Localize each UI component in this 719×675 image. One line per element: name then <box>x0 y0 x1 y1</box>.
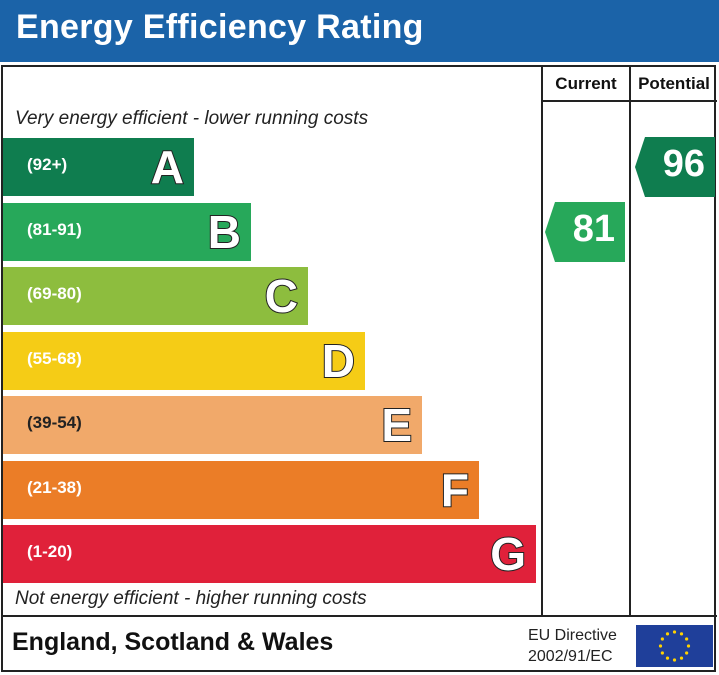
band-letter-label: D <box>321 334 356 388</box>
band-letter-label: E <box>380 398 413 452</box>
current-rating-marker: 81 <box>545 201 625 262</box>
band-range-label: (55-68) <box>27 348 82 368</box>
chart-frame <box>1 65 716 672</box>
directive-line-1: EU Directive <box>528 627 617 644</box>
band-a: (92+) A <box>3 138 194 196</box>
eu-star <box>685 637 689 641</box>
column-header-divider <box>541 100 717 102</box>
band-letter-label: A <box>150 140 185 194</box>
eu-star <box>679 632 684 636</box>
region-label: England, Scotland & Wales <box>12 628 334 656</box>
band-range-label: (21-38) <box>27 477 82 497</box>
directive-line-2: 2002/91/EC <box>528 648 613 665</box>
potential-rating-marker: 96 <box>635 137 715 197</box>
band-d: (55-68) D <box>3 331 365 390</box>
band-c: (69-80) C <box>3 267 308 325</box>
band-b: (81-91) B <box>3 202 251 261</box>
potential-arrow-fill <box>635 137 715 197</box>
band-letter-label: F <box>440 463 470 517</box>
divider-current <box>541 65 543 617</box>
column-header-potential: Potential <box>638 74 710 93</box>
band-range-label: (92+) <box>27 155 68 174</box>
band-range-label: (1-20) <box>27 542 73 561</box>
band-range-label: (81-91) <box>27 219 82 239</box>
band-range-label: (69-80) <box>27 284 82 303</box>
potential-arrow-shape <box>635 137 715 197</box>
band-letter-label: G <box>489 527 527 581</box>
current-arrow-shape <box>545 201 625 262</box>
eu-star <box>686 644 691 648</box>
band-f: (21-38) F <box>3 460 479 519</box>
note-not-efficient: Not energy efficient - higher running co… <box>15 588 367 609</box>
page-title: Energy Efficiency Rating <box>16 8 424 46</box>
eu-star <box>658 644 663 648</box>
eu-star <box>679 656 684 660</box>
note-very-efficient: Very energy efficient - lower running co… <box>15 108 369 129</box>
band-range-label: (39-54) <box>27 413 82 432</box>
eu-star <box>672 658 677 662</box>
divider-potential <box>629 65 631 617</box>
footer-divider <box>1 615 717 617</box>
current-arrow-fill <box>545 201 625 262</box>
eu-star <box>665 632 670 636</box>
band-e: (39-54) E <box>3 396 422 454</box>
band-letter-label: B <box>207 205 242 259</box>
eu-flag-icon <box>636 625 713 667</box>
eu-star <box>665 656 670 660</box>
current-rating-value: 81 <box>572 207 615 250</box>
band-g: (1-20) G <box>3 525 536 583</box>
eu-star <box>672 630 677 634</box>
potential-rating-value: 96 <box>662 143 705 185</box>
column-header-current: Current <box>555 74 617 93</box>
header-bar: Energy Efficiency Rating <box>0 0 719 62</box>
eu-star <box>660 637 664 641</box>
eu-star <box>660 651 664 655</box>
band-letter-label: C <box>264 269 299 323</box>
eu-star <box>685 651 689 655</box>
